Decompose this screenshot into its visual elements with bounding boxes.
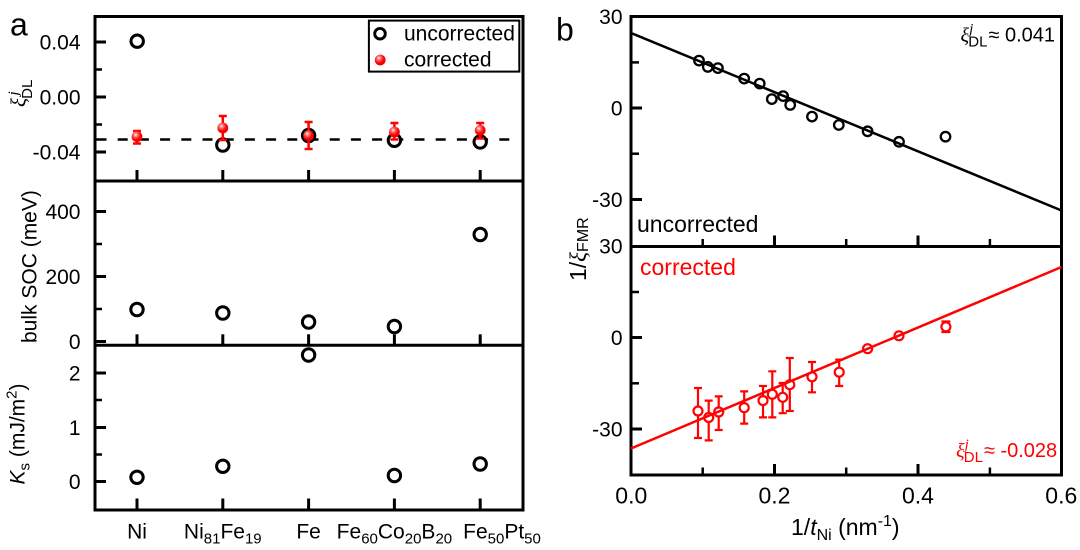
svg-text:0: 0 <box>69 331 81 354</box>
svg-text:Ni: Ni <box>127 521 147 544</box>
svg-text:0: 0 <box>611 327 623 350</box>
svg-text:a: a <box>10 7 28 43</box>
svg-text:corrected: corrected <box>640 254 736 280</box>
svg-text:Fe60Co20B20: Fe60Co20B20 <box>337 521 452 548</box>
svg-text:400: 400 <box>45 201 80 224</box>
svg-text:0.4: 0.4 <box>902 482 934 508</box>
svg-text:30: 30 <box>599 236 622 259</box>
svg-text:0.04: 0.04 <box>40 32 81 55</box>
svg-text:200: 200 <box>45 266 80 289</box>
svg-text:ξjDL: ξjDL <box>6 80 36 107</box>
svg-text:30: 30 <box>599 6 622 29</box>
svg-text:1: 1 <box>69 417 81 440</box>
svg-text:Ks (mJ/m2): Ks (mJ/m2) <box>4 383 34 484</box>
svg-text:0.00: 0.00 <box>40 87 81 110</box>
svg-text:Fe: Fe <box>296 521 321 544</box>
svg-text:uncorrected: uncorrected <box>404 23 515 46</box>
svg-text:uncorrected: uncorrected <box>637 211 758 237</box>
svg-text:0.6: 0.6 <box>1045 482 1077 508</box>
svg-text:0.0: 0.0 <box>615 482 647 508</box>
svg-text:-30: -30 <box>592 189 622 212</box>
svg-text:bulk SOC (meV): bulk SOC (meV) <box>19 190 42 343</box>
svg-text:corrected: corrected <box>404 49 492 72</box>
svg-text:-0.04: -0.04 <box>33 142 81 165</box>
svg-text:ξjDL≈ -0.028: ξj DL≈ -0.028 <box>956 437 1057 466</box>
svg-text:0: 0 <box>69 471 81 494</box>
svg-text:2: 2 <box>69 363 81 386</box>
svg-text:ξjDL≈ 0.041: ξj DL≈ 0.041 <box>961 22 1056 51</box>
svg-text:-30: -30 <box>592 419 622 442</box>
svg-text:b: b <box>556 12 574 48</box>
svg-text:0.2: 0.2 <box>759 482 791 508</box>
svg-text:0: 0 <box>611 98 623 121</box>
